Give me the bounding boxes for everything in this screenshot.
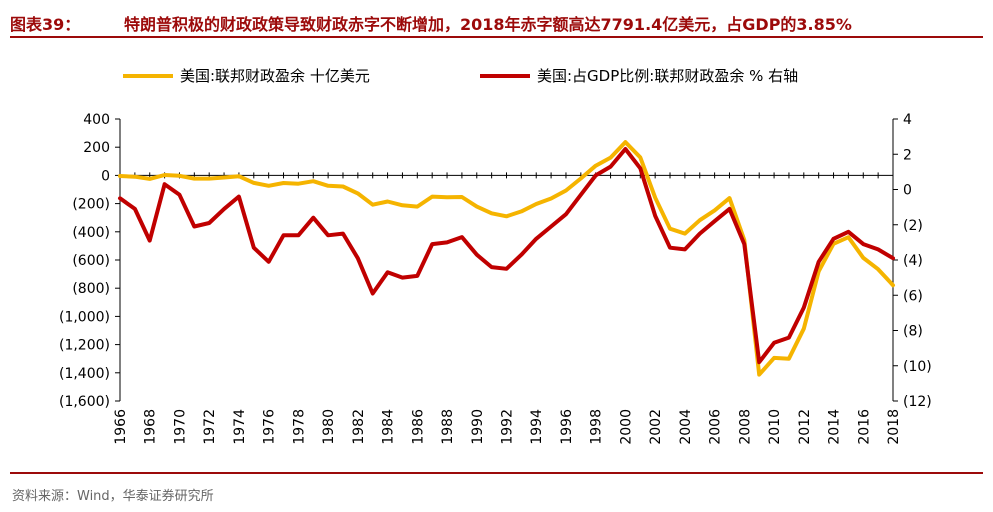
y-left-tick-label: 200 [83, 140, 110, 156]
y-right-tick-label: 0 [903, 183, 912, 199]
y-right-tick-label: (8) [903, 324, 923, 340]
y-left-tick-label: (400) [72, 225, 110, 241]
x-tick-label: 2006 [708, 409, 724, 445]
y-left-tick-label: (1,400) [59, 366, 110, 382]
y-left-tick-label: 0 [101, 168, 110, 184]
x-tick-label: 1992 [500, 409, 516, 445]
chart-svg: 4002000(200)(400)(600)(800)(1,000)(1,200… [59, 67, 932, 445]
legend-label: 美国:联邦财政盈余 十亿美元 [180, 67, 370, 85]
x-tick-label: 1968 [143, 409, 159, 445]
x-tick-label: 2002 [648, 409, 664, 445]
x-tick-label: 2018 [886, 409, 902, 445]
x-tick-label: 1976 [262, 409, 278, 445]
footer-rule [10, 472, 983, 474]
y-right-tick-label: (12) [903, 394, 932, 410]
y-left-tick-label: (800) [72, 281, 110, 297]
y-right-tick-label: (2) [903, 218, 923, 234]
y-left-tick-label: (1,600) [59, 394, 110, 410]
legend-label: 美国:占GDP比例:联邦财政盈余 % 右轴 [537, 67, 798, 85]
y-left-tick-label: (200) [72, 197, 110, 213]
x-tick-label: 1980 [321, 409, 337, 445]
series-line-gdp-ratio [118, 147, 895, 365]
x-tick-label: 1974 [232, 409, 248, 445]
title-bar: 图表39： 特朗普积极的财政政策导致财政赤字不断增加，2018年赤字额高达779… [10, 4, 983, 38]
x-tick-label: 2000 [618, 409, 634, 445]
figure-label: 图表39： [10, 15, 81, 34]
x-tick-label: 2012 [797, 409, 813, 445]
x-tick-label: 1998 [589, 409, 605, 445]
x-tick-label: 1996 [559, 409, 575, 445]
x-tick-label: 1970 [172, 409, 188, 445]
series-line-surplus [118, 140, 895, 377]
x-tick-label: 1988 [440, 409, 456, 445]
x-tick-label: 2004 [678, 409, 694, 445]
y-right-tick-label: 2 [903, 147, 912, 163]
y-left-tick-label: (1,000) [59, 309, 110, 325]
x-tick-label: 1994 [529, 409, 545, 445]
y-left-tick-label: (600) [72, 253, 110, 269]
x-tick-label: 2008 [737, 409, 753, 445]
y-right-tick-label: (10) [903, 359, 932, 375]
x-tick-label: 1984 [381, 409, 397, 445]
x-tick-label: 2014 [827, 409, 843, 445]
x-tick-label: 1966 [113, 409, 129, 445]
y-left-tick-label: (1,200) [59, 338, 110, 354]
y-right-tick-label: (4) [903, 253, 923, 269]
x-tick-label: 1990 [470, 409, 486, 445]
x-tick-label: 1986 [410, 409, 426, 445]
x-tick-label: 2016 [856, 409, 872, 445]
y-right-tick-label: 4 [903, 112, 912, 128]
source-note: 资料来源：Wind，华泰证券研究所 [12, 489, 214, 504]
y-left-tick-label: 400 [83, 112, 110, 128]
x-tick-label: 2010 [767, 409, 783, 445]
x-tick-label: 1978 [291, 409, 307, 445]
x-tick-label: 1982 [351, 409, 367, 445]
chart-title: 特朗普积极的财政政策导致财政赤字不断增加，2018年赤字额高达7791.4亿美元… [124, 15, 852, 34]
x-tick-label: 1972 [202, 409, 218, 445]
y-right-tick-label: (6) [903, 288, 923, 304]
